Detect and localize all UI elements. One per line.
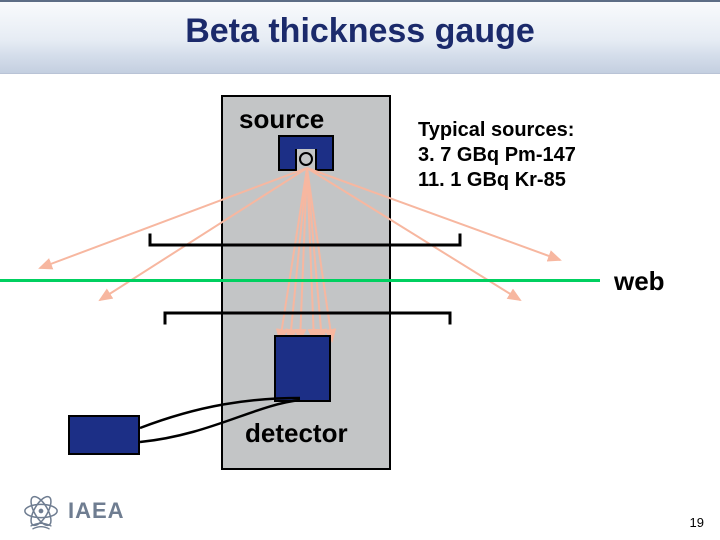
page-title: Beta thickness gauge — [0, 12, 720, 51]
detector-block — [274, 335, 331, 402]
iaea-text: IAEA — [68, 498, 125, 524]
source-label: source — [239, 104, 324, 135]
typical-line1: 3. 7 GBq Pm-147 — [418, 143, 576, 168]
typical-heading: Typical sources: — [418, 118, 576, 143]
readout-block — [68, 415, 140, 455]
detector-label: detector — [245, 418, 348, 449]
web-label: web — [614, 266, 665, 297]
atom-icon — [22, 492, 60, 530]
page-number: 19 — [690, 515, 704, 530]
iaea-logo: IAEA — [22, 492, 125, 530]
typical-line2: 11. 1 GBq Kr-85 — [418, 168, 576, 193]
source-ring-icon — [299, 152, 313, 166]
typical-sources-text: Typical sources: 3. 7 GBq Pm-147 11. 1 G… — [418, 118, 576, 193]
web-line — [0, 279, 600, 282]
